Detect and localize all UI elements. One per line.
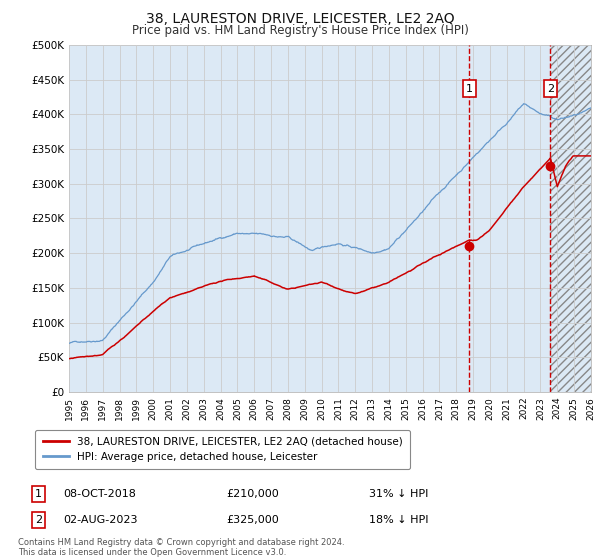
Text: 08-OCT-2018: 08-OCT-2018 <box>63 489 136 500</box>
Text: Price paid vs. HM Land Registry's House Price Index (HPI): Price paid vs. HM Land Registry's House … <box>131 24 469 36</box>
Text: Contains HM Land Registry data © Crown copyright and database right 2024.
This d: Contains HM Land Registry data © Crown c… <box>18 538 344 557</box>
Text: 31% ↓ HPI: 31% ↓ HPI <box>368 489 428 500</box>
Text: 18% ↓ HPI: 18% ↓ HPI <box>368 515 428 525</box>
Text: 1: 1 <box>35 489 41 500</box>
Text: 2: 2 <box>547 83 554 94</box>
Text: 2: 2 <box>35 515 42 525</box>
Text: £325,000: £325,000 <box>227 515 280 525</box>
Text: £210,000: £210,000 <box>227 489 280 500</box>
Text: 1: 1 <box>466 83 473 94</box>
Legend: 38, LAURESTON DRIVE, LEICESTER, LE2 2AQ (detached house), HPI: Average price, de: 38, LAURESTON DRIVE, LEICESTER, LE2 2AQ … <box>35 430 410 469</box>
Text: 02-AUG-2023: 02-AUG-2023 <box>63 515 137 525</box>
Text: 38, LAURESTON DRIVE, LEICESTER, LE2 2AQ: 38, LAURESTON DRIVE, LEICESTER, LE2 2AQ <box>146 12 454 26</box>
Bar <box>550 45 591 392</box>
